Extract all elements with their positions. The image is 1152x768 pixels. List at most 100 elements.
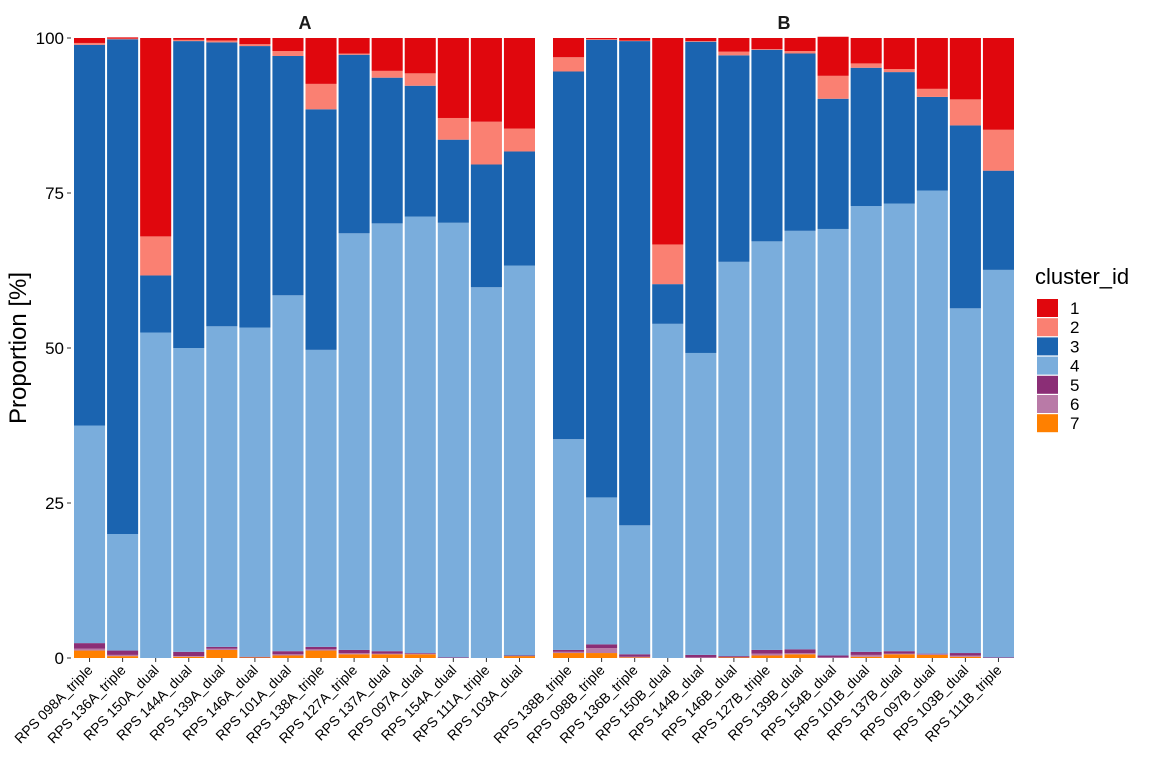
bar-segment-cluster-1: [437, 38, 469, 118]
bar-segment-cluster-4: [586, 497, 618, 645]
bar-segment-cluster-4: [949, 308, 981, 654]
y-axis-title: Proportion [%]: [5, 272, 32, 424]
bar-segment-cluster-7: [850, 656, 882, 658]
bar-segment-cluster-3: [371, 77, 403, 224]
bar-segment-cluster-3: [916, 96, 948, 191]
bar-segment-cluster-7: [338, 654, 370, 658]
bar-segment-cluster-2: [586, 39, 618, 40]
bar-segment-cluster-5: [173, 651, 205, 657]
bar-segment-cluster-1: [949, 38, 981, 100]
bar-segment-cluster-6: [751, 653, 783, 656]
bar-segment-cluster-6: [272, 654, 304, 656]
bar-segment-cluster-4: [107, 534, 139, 651]
bar-segment-cluster-7: [619, 657, 651, 658]
panel-b-bars: [553, 36, 1014, 658]
bar-segment-cluster-2: [371, 70, 403, 78]
legend-swatch-2: [1037, 318, 1058, 337]
bar-segment-cluster-2: [916, 88, 948, 97]
bar-segment-cluster-3: [718, 55, 750, 262]
bar-segment-cluster-5: [850, 651, 882, 655]
bar-segment-cluster-4: [652, 323, 684, 658]
bar-segment-cluster-4: [619, 525, 651, 655]
bar-segment-cluster-7: [553, 653, 585, 658]
y-tick-label: 100: [36, 29, 64, 48]
bar-segment-cluster-4: [916, 190, 948, 654]
bar-segment-cluster-6: [404, 653, 436, 655]
bar-segment-cluster-5: [883, 651, 915, 654]
bar-segment-cluster-6: [949, 655, 981, 657]
bar-segment-cluster-6: [553, 651, 585, 654]
bar-segment-cluster-7: [404, 654, 436, 658]
bar-segment-cluster-3: [553, 71, 585, 440]
bar-segment-cluster-1: [718, 38, 750, 52]
bar-segment-cluster-1: [982, 38, 1014, 130]
bar-segment-cluster-4: [404, 216, 436, 654]
bar-segment-cluster-5: [437, 657, 469, 658]
bar-segment-cluster-3: [949, 125, 981, 309]
bar-segment-cluster-2: [239, 44, 271, 47]
bar-segment-cluster-3: [685, 41, 717, 353]
bar-segment-cluster-1: [503, 38, 535, 129]
bar-segment-cluster-3: [206, 42, 238, 327]
bar-segment-cluster-5: [751, 649, 783, 654]
bar-segment-cluster-1: [371, 38, 403, 71]
bar-segment-cluster-5: [685, 654, 717, 658]
bar-segment-cluster-2: [404, 73, 436, 86]
bar-segment-cluster-3: [404, 85, 436, 217]
bar-segment-cluster-1: [553, 38, 585, 58]
bar-segment-cluster-7: [949, 656, 981, 658]
bar-segment-cluster-2: [338, 53, 370, 55]
bar-segment-cluster-5: [553, 649, 585, 652]
bar-segment-cluster-1: [586, 38, 618, 40]
bar-segment-cluster-3: [982, 170, 1014, 270]
bar-segment-cluster-7: [206, 649, 238, 658]
bar-segment-cluster-1: [239, 38, 271, 45]
bar-segment-cluster-3: [470, 164, 502, 288]
bar-segment-cluster-4: [305, 349, 337, 647]
bar-segment-cluster-4: [371, 223, 403, 652]
bar-segment-cluster-2: [850, 63, 882, 68]
bar-segment-cluster-2: [272, 51, 304, 56]
bar-segment-cluster-7: [586, 653, 618, 658]
bar-segment-cluster-6: [850, 654, 882, 657]
legend-swatch-6: [1037, 395, 1058, 413]
bar-segment-cluster-2: [718, 51, 750, 56]
bar-segment-cluster-3: [751, 49, 783, 242]
bar-segment-cluster-6: [619, 656, 651, 658]
bar-segment-cluster-1: [272, 38, 304, 52]
bar-segment-cluster-4: [239, 327, 271, 657]
bar-segment-cluster-1: [817, 36, 849, 76]
bar-segment-cluster-3: [784, 53, 816, 231]
bar-segment-cluster-5: [239, 656, 271, 658]
bar-segment-cluster-6: [305, 649, 337, 651]
bar-segment-cluster-6: [817, 657, 849, 658]
bar-segment-cluster-4: [817, 228, 849, 656]
bar-segment-cluster-6: [685, 657, 717, 658]
bar-segment-cluster-1: [140, 38, 172, 237]
legend-label-2: 2: [1070, 318, 1079, 337]
bar-segment-cluster-1: [619, 38, 651, 41]
bar-segment-cluster-5: [586, 644, 618, 649]
bar-segment-cluster-5: [404, 653, 436, 654]
bar-segment-cluster-1: [74, 38, 106, 43]
bar-segment-cluster-7: [74, 650, 106, 658]
bar-segment-cluster-5: [107, 650, 139, 655]
bar-segment-cluster-6: [74, 648, 106, 651]
bar-segment-cluster-2: [206, 40, 238, 43]
y-tick-label: 50: [45, 339, 64, 358]
legend-label-6: 6: [1070, 395, 1079, 414]
bar-segment-cluster-2: [74, 42, 106, 45]
bar-segment-cluster-5: [619, 654, 651, 657]
bar-segment-cluster-2: [784, 51, 816, 54]
panel-title-a: A: [299, 13, 312, 33]
bar-segment-cluster-2: [949, 99, 981, 126]
bar-segment-cluster-4: [206, 326, 238, 647]
bar-segment-cluster-6: [916, 654, 948, 655]
bar-segment-cluster-2: [470, 121, 502, 165]
bar-segment-cluster-5: [916, 653, 948, 655]
bar-segment-cluster-7: [173, 656, 205, 658]
bar-segment-cluster-1: [404, 38, 436, 74]
bar-segment-cluster-4: [751, 241, 783, 650]
